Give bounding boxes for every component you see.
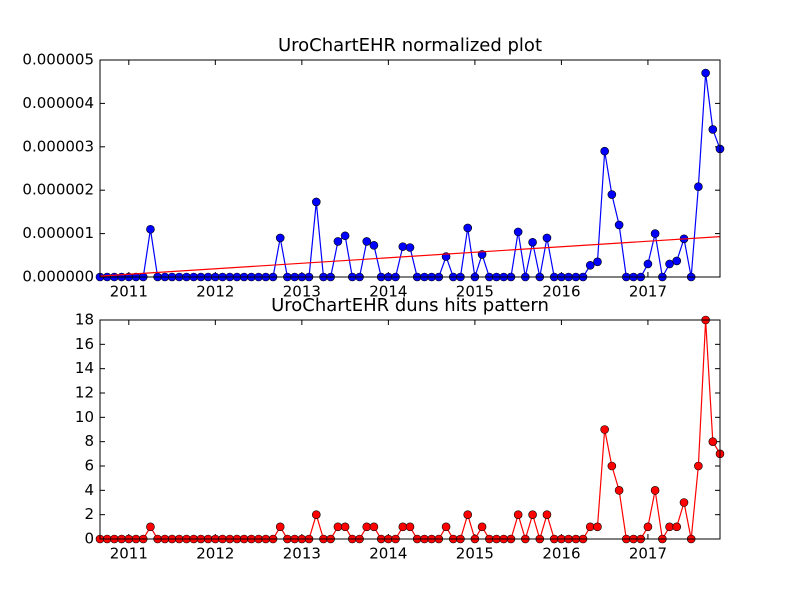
y-tick-label: 14 bbox=[75, 359, 94, 377]
data-point bbox=[607, 190, 617, 199]
x-tick-label: 2017 bbox=[629, 283, 667, 301]
chart-title: UroChartEHR normalized plot bbox=[278, 35, 542, 56]
data-point bbox=[708, 437, 718, 446]
data-point bbox=[593, 522, 602, 532]
data-point bbox=[477, 522, 487, 532]
x-tick-label: 2016 bbox=[542, 545, 580, 563]
data-point bbox=[665, 522, 674, 532]
data-point bbox=[275, 522, 285, 532]
data-point bbox=[146, 522, 155, 532]
series-line bbox=[99, 236, 721, 277]
data-point bbox=[672, 522, 682, 532]
y-tick-label: 0.000002 bbox=[22, 181, 94, 199]
data-point bbox=[340, 522, 350, 532]
y-tick-label: 8 bbox=[84, 432, 94, 450]
data-point bbox=[146, 224, 155, 234]
y-tick-label: 4 bbox=[84, 481, 94, 499]
y-tick-label: 16 bbox=[75, 335, 94, 353]
y-tick-label: 6 bbox=[84, 457, 94, 475]
data-point bbox=[650, 486, 660, 495]
data-point bbox=[614, 220, 624, 230]
data-point bbox=[405, 522, 415, 532]
data-point bbox=[275, 233, 285, 243]
data-point bbox=[593, 257, 602, 267]
x-tick-label: 2012 bbox=[196, 283, 234, 301]
data-point bbox=[643, 259, 653, 269]
data-point bbox=[614, 486, 624, 495]
data-point bbox=[362, 522, 372, 532]
x-tick-label: 2011 bbox=[110, 545, 148, 563]
x-tick-label: 2015 bbox=[456, 545, 494, 563]
y-tick-label: 0.000004 bbox=[22, 94, 94, 112]
x-tick-label: 2014 bbox=[369, 283, 407, 301]
data-point bbox=[405, 243, 415, 252]
data-point bbox=[679, 498, 689, 507]
data-point bbox=[513, 510, 523, 519]
data-point bbox=[701, 68, 710, 78]
data-point bbox=[463, 223, 473, 233]
data-point bbox=[600, 425, 609, 434]
plot-frame bbox=[99, 319, 721, 540]
data-point bbox=[600, 146, 609, 156]
data-point bbox=[333, 522, 343, 532]
y-tick-label: 0.000005 bbox=[22, 51, 94, 69]
data-point bbox=[513, 227, 523, 237]
data-point bbox=[607, 461, 617, 471]
data-point bbox=[463, 510, 473, 519]
data-point bbox=[441, 522, 451, 532]
x-tick-label: 2016 bbox=[542, 283, 580, 301]
data-point bbox=[398, 522, 408, 532]
x-tick-label: 2014 bbox=[369, 545, 407, 563]
plot-frame bbox=[99, 59, 721, 278]
data-point bbox=[694, 461, 703, 471]
data-point bbox=[643, 522, 653, 532]
data-point bbox=[340, 231, 350, 241]
data-point bbox=[398, 242, 408, 251]
data-point bbox=[694, 182, 703, 192]
data-point bbox=[650, 229, 660, 238]
plot-area bbox=[100, 320, 720, 539]
y-tick-label: 0.000003 bbox=[22, 137, 94, 155]
chart-title: UroChartEHR duns hits pattern bbox=[271, 295, 549, 316]
data-point bbox=[311, 197, 321, 207]
data-point bbox=[665, 259, 674, 269]
x-tick-label: 2013 bbox=[283, 283, 321, 301]
y-tick-label: 18 bbox=[75, 311, 94, 329]
y-tick-label: 12 bbox=[75, 384, 94, 402]
data-point bbox=[369, 241, 379, 250]
x-tick-label: 2013 bbox=[283, 545, 321, 563]
plot-area bbox=[100, 60, 720, 277]
data-point bbox=[528, 237, 537, 247]
y-tick-label: 10 bbox=[75, 408, 94, 426]
data-point bbox=[672, 256, 682, 266]
data-point bbox=[369, 522, 379, 532]
y-tick-label: 2 bbox=[84, 505, 94, 523]
x-tick-label: 2015 bbox=[456, 283, 494, 301]
data-point bbox=[585, 522, 595, 532]
data-point bbox=[362, 237, 372, 246]
x-tick-label: 2011 bbox=[110, 283, 148, 301]
y-tick-label: 0.000001 bbox=[22, 224, 94, 242]
data-point bbox=[311, 510, 321, 519]
y-tick-label: 0 bbox=[84, 530, 94, 548]
x-tick-label: 2012 bbox=[196, 545, 234, 563]
data-point bbox=[708, 125, 718, 134]
data-point bbox=[585, 260, 595, 270]
data-point bbox=[528, 510, 537, 519]
data-point bbox=[542, 233, 552, 243]
data-point bbox=[542, 510, 552, 519]
x-tick-label: 2017 bbox=[629, 545, 667, 563]
y-tick-label: 0.000000 bbox=[22, 268, 94, 286]
data-point bbox=[333, 237, 343, 246]
